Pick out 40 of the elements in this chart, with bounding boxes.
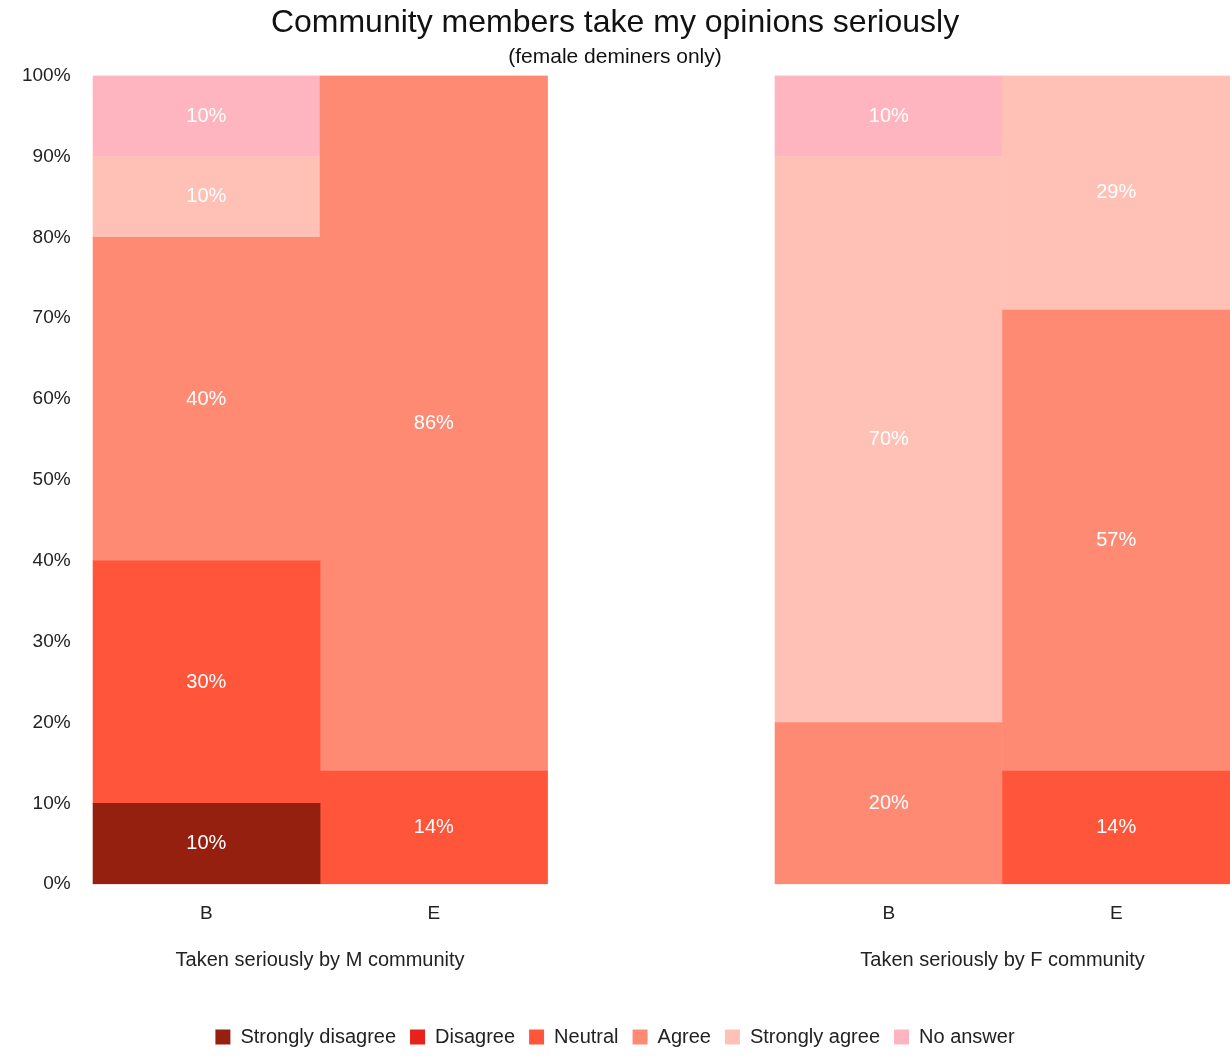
x-tick-label: B	[882, 901, 896, 923]
data-label: 14%	[1096, 815, 1137, 838]
y-tick-label: 60%	[32, 387, 71, 409]
x-tick-label: E	[1109, 901, 1123, 923]
data-label: 10%	[868, 103, 910, 126]
y-tick-label: 0%	[43, 872, 71, 894]
x-tick-label: B	[199, 901, 213, 923]
data-label: 10%	[186, 831, 227, 854]
bar	[1002, 770, 1230, 885]
legend-label: Neutral	[554, 1024, 619, 1047]
text: Taken seriously by F community	[860, 947, 1145, 970]
y-tick-label: 10%	[32, 791, 71, 813]
x-tick-label: E	[427, 901, 441, 923]
data-label: 10%	[186, 184, 227, 207]
y-tick-label: 80%	[32, 225, 71, 247]
legend-label: Agree	[657, 1024, 711, 1047]
chart-title: Community members take my opinions seriously	[270, 3, 960, 40]
data-label: 29%	[1096, 180, 1137, 203]
data-label: 57%	[1096, 528, 1137, 551]
data-label: 40%	[186, 386, 227, 409]
legend-label: Strongly disagree	[240, 1024, 397, 1047]
data-label: 10%	[186, 103, 227, 126]
y-tick-label: 20%	[32, 710, 71, 732]
chart-subtitle: (female deminers only)	[508, 43, 722, 67]
data-label: 30%	[186, 669, 227, 692]
y-tick-label: 40%	[32, 548, 71, 570]
legend-label: Disagree	[435, 1024, 516, 1047]
legend-label: No answer	[919, 1024, 1015, 1047]
bar	[92, 803, 321, 885]
data-label: 20%	[868, 790, 910, 813]
data-label: 14%	[413, 815, 455, 838]
legend-label: Strongly agree	[749, 1024, 880, 1047]
y-tick-label: 50%	[32, 468, 71, 490]
y-tick-label: 30%	[32, 629, 71, 651]
y-tick-label: 100%	[21, 63, 71, 85]
text: Taken seriously by M community	[175, 947, 465, 970]
data-label: 86%	[413, 410, 455, 433]
y-tick-label: 70%	[32, 306, 71, 328]
data-label: 70%	[868, 426, 910, 449]
y-tick-label: 90%	[32, 144, 71, 166]
